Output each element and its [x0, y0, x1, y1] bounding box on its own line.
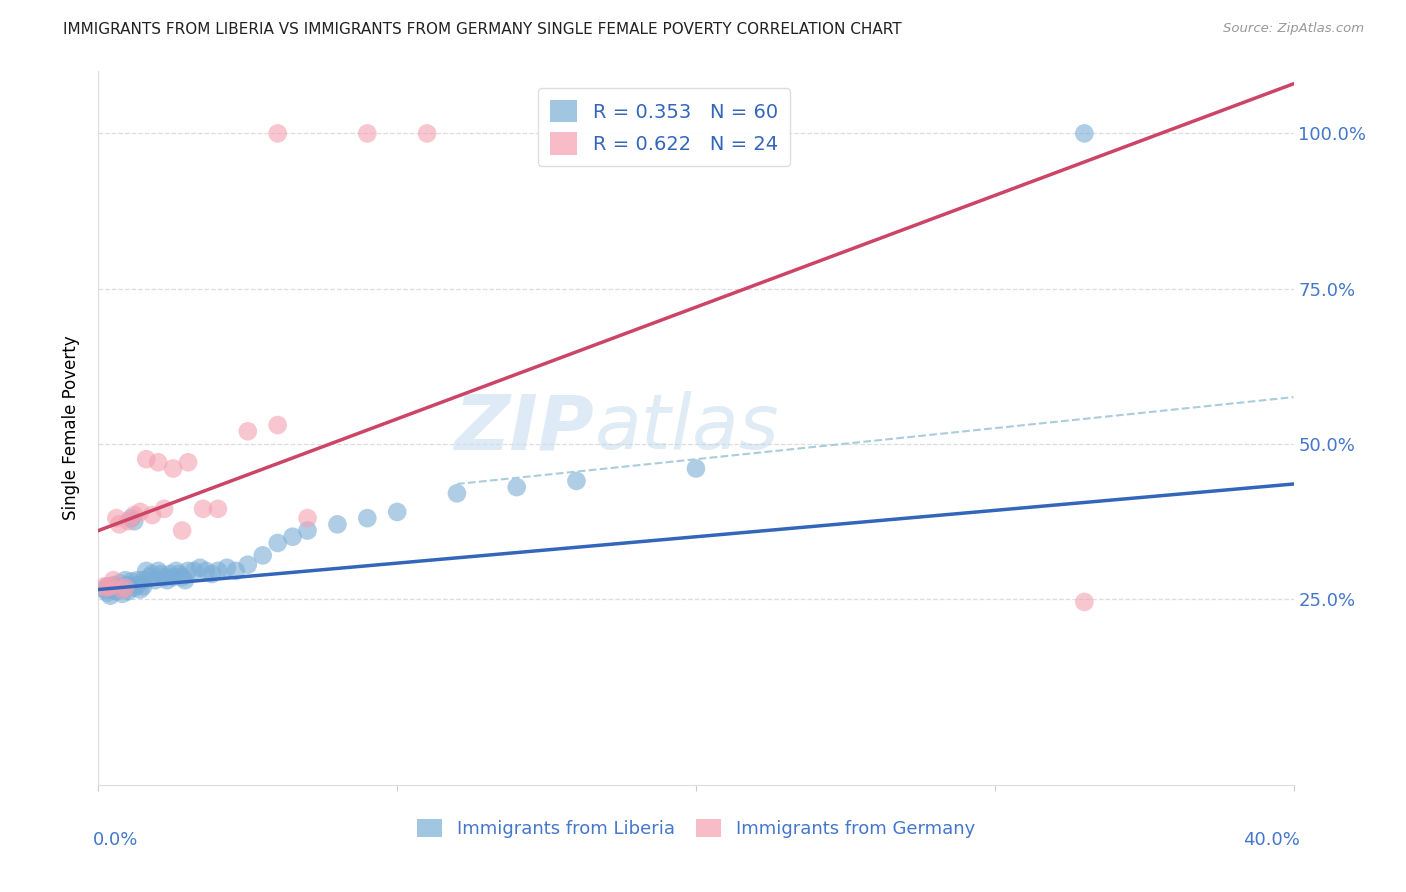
Point	[138, 570, 160, 584]
Point	[356, 511, 378, 525]
Point	[252, 549, 274, 563]
Point	[167, 566, 190, 581]
Point	[141, 566, 163, 581]
Point	[685, 461, 707, 475]
Point	[117, 578, 139, 592]
Point	[416, 127, 439, 141]
Point	[117, 584, 139, 599]
Point	[446, 486, 468, 500]
Point	[103, 581, 125, 595]
Point	[96, 585, 118, 599]
Point	[132, 579, 155, 593]
Point	[114, 579, 136, 593]
Point	[1073, 595, 1095, 609]
Text: 40.0%: 40.0%	[1243, 831, 1299, 849]
Point	[135, 452, 157, 467]
Point	[326, 517, 349, 532]
Point	[98, 589, 122, 603]
Point	[183, 564, 205, 578]
Point	[207, 564, 229, 578]
Point	[153, 501, 176, 516]
Point	[98, 582, 122, 597]
Point	[111, 582, 134, 597]
Point	[172, 570, 194, 584]
Point	[117, 514, 139, 528]
Point	[127, 578, 149, 592]
Point	[267, 536, 290, 550]
Point	[188, 561, 211, 575]
Point	[114, 581, 136, 595]
Point	[162, 461, 184, 475]
Text: IMMIGRANTS FROM LIBERIA VS IMMIGRANTS FROM GERMANY SINGLE FEMALE POVERTY CORRELA: IMMIGRANTS FROM LIBERIA VS IMMIGRANTS FR…	[63, 22, 901, 37]
Point	[143, 573, 166, 587]
Point	[96, 579, 118, 593]
Point	[103, 578, 125, 592]
Point	[207, 501, 229, 516]
Point	[127, 573, 149, 587]
Point	[506, 480, 529, 494]
Point	[141, 508, 163, 522]
Text: Source: ZipAtlas.com: Source: ZipAtlas.com	[1223, 22, 1364, 36]
Point	[150, 566, 173, 581]
Text: atlas: atlas	[595, 392, 779, 465]
Point	[174, 573, 197, 587]
Point	[120, 574, 142, 589]
Point	[129, 505, 152, 519]
Point	[356, 127, 378, 141]
Point	[108, 581, 131, 595]
Point	[93, 579, 115, 593]
Point	[148, 455, 170, 469]
Point	[124, 514, 146, 528]
Point	[162, 570, 184, 584]
Point	[124, 581, 146, 595]
Point	[105, 511, 128, 525]
Point	[297, 524, 319, 538]
Point	[105, 584, 128, 599]
Point	[267, 418, 290, 433]
Point	[565, 474, 588, 488]
Point	[165, 564, 187, 578]
Point	[111, 582, 134, 597]
Point	[385, 505, 409, 519]
Point	[111, 587, 134, 601]
Point	[177, 455, 200, 469]
Point	[191, 501, 214, 516]
Point	[93, 582, 115, 597]
Point	[132, 573, 155, 587]
Point	[297, 511, 319, 525]
Point	[267, 127, 290, 141]
Point	[236, 424, 259, 438]
Text: ZIP: ZIP	[454, 392, 595, 465]
Point	[1073, 127, 1095, 141]
Point	[108, 517, 131, 532]
Point	[129, 582, 152, 597]
Point	[225, 564, 247, 578]
Point	[156, 573, 179, 587]
Point	[120, 511, 142, 525]
Point	[281, 530, 304, 544]
Point	[177, 564, 200, 578]
Point	[96, 581, 118, 595]
Point	[153, 570, 176, 584]
Point	[148, 564, 170, 578]
Point	[103, 573, 125, 587]
Point	[124, 508, 146, 522]
Point	[236, 558, 259, 572]
Point	[201, 566, 224, 581]
Point	[135, 564, 157, 578]
Point	[215, 561, 238, 575]
Legend: Immigrants from Liberia, Immigrants from Germany: Immigrants from Liberia, Immigrants from…	[408, 810, 984, 847]
Point	[114, 573, 136, 587]
Point	[172, 524, 194, 538]
Point	[105, 579, 128, 593]
Point	[195, 564, 218, 578]
Point	[108, 576, 131, 591]
Point	[98, 579, 122, 593]
Point	[159, 566, 181, 581]
Y-axis label: Single Female Poverty: Single Female Poverty	[62, 336, 80, 520]
Text: 0.0%: 0.0%	[93, 831, 138, 849]
